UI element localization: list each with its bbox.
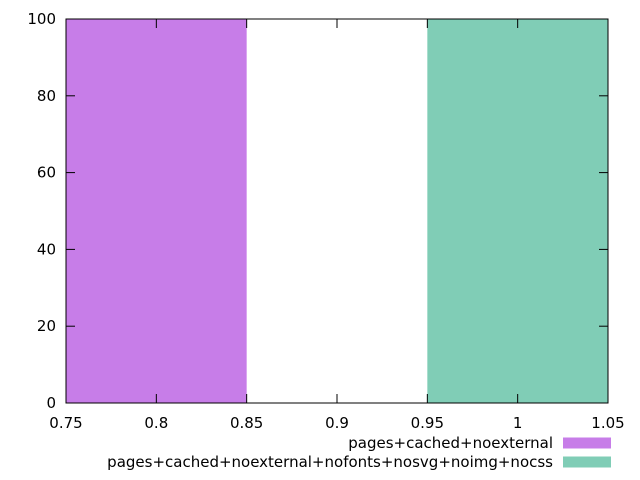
x-tick-label: 0.9	[325, 414, 349, 432]
legend: pages+cached+noexternalpages+cached+noex…	[107, 434, 611, 471]
y-tick-label: 100	[27, 10, 56, 28]
axes-layer: 0.75 0.8 0.85 0.9 0.95 1 1.05 0 20 40 60 80 100	[27, 10, 624, 432]
legend-swatch	[563, 456, 611, 468]
bar-series-1-1	[66, 19, 247, 403]
legend-entry: pages+cached+noexternal	[348, 434, 611, 452]
x-tick-label: 1	[513, 414, 523, 432]
x-tick-label: 0.85	[230, 414, 263, 432]
x-tick-label: 0.8	[144, 414, 168, 432]
y-tick-label: 20	[37, 317, 56, 335]
bar-series-2-1	[427, 19, 608, 403]
x-tick-label: 1.05	[591, 414, 624, 432]
y-tick-label: 0	[46, 394, 56, 412]
legend-entry: pages+cached+noexternal+nofonts+nosvg+no…	[107, 453, 611, 471]
y-tick-label: 60	[37, 164, 56, 182]
legend-swatch	[563, 437, 611, 449]
x-tick-label: 0.95	[411, 414, 444, 432]
legend-label: pages+cached+noexternal+nofonts+nosvg+no…	[107, 453, 553, 471]
y-tick-label: 80	[37, 87, 56, 105]
x-tick-label: 0.75	[49, 414, 82, 432]
y-tick-label: 40	[37, 240, 56, 258]
legend-label: pages+cached+noexternal	[348, 434, 553, 452]
bars-layer	[66, 19, 608, 403]
